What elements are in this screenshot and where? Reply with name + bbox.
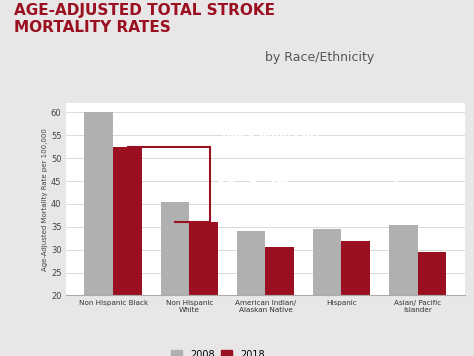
- Bar: [190, 222, 219, 356]
- Text: 45%: 45%: [217, 168, 290, 197]
- Bar: [265, 247, 294, 356]
- Bar: [341, 241, 370, 356]
- Bar: [237, 231, 265, 356]
- Legend: 2008, 2018: 2008, 2018: [167, 346, 269, 356]
- Text: by Race/Ethnicity: by Race/Ethnicity: [261, 51, 374, 64]
- Y-axis label: Age-Adjusted Mortality Rate per 100,000: Age-Adjusted Mortality Rate per 100,000: [42, 128, 48, 271]
- Text: more likely to
die from stroke: more likely to die from stroke: [327, 173, 423, 196]
- Bar: [389, 225, 418, 356]
- Bar: [418, 252, 447, 356]
- Bar: [113, 147, 142, 356]
- Bar: [84, 112, 113, 356]
- Text: Black adults are: Black adults are: [222, 130, 322, 140]
- Text: AGE-ADJUSTED TOTAL STROKE
MORTALITY RATES: AGE-ADJUSTED TOTAL STROKE MORTALITY RATE…: [14, 3, 275, 35]
- Bar: [312, 229, 341, 356]
- Bar: [161, 201, 190, 356]
